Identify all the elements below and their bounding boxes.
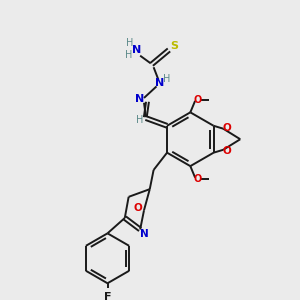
Text: O: O <box>223 146 231 156</box>
Text: N: N <box>155 78 164 88</box>
Text: H: H <box>164 74 171 84</box>
Text: H: H <box>126 38 133 48</box>
Text: H: H <box>136 115 143 125</box>
Text: O: O <box>194 95 202 105</box>
Text: F: F <box>104 292 111 300</box>
Text: O: O <box>194 174 202 184</box>
Text: N: N <box>135 94 144 104</box>
Text: H: H <box>125 50 132 60</box>
Text: O: O <box>223 123 231 133</box>
Text: N: N <box>132 45 141 55</box>
Text: S: S <box>171 41 179 51</box>
Text: O: O <box>134 203 142 213</box>
Text: N: N <box>140 229 148 239</box>
